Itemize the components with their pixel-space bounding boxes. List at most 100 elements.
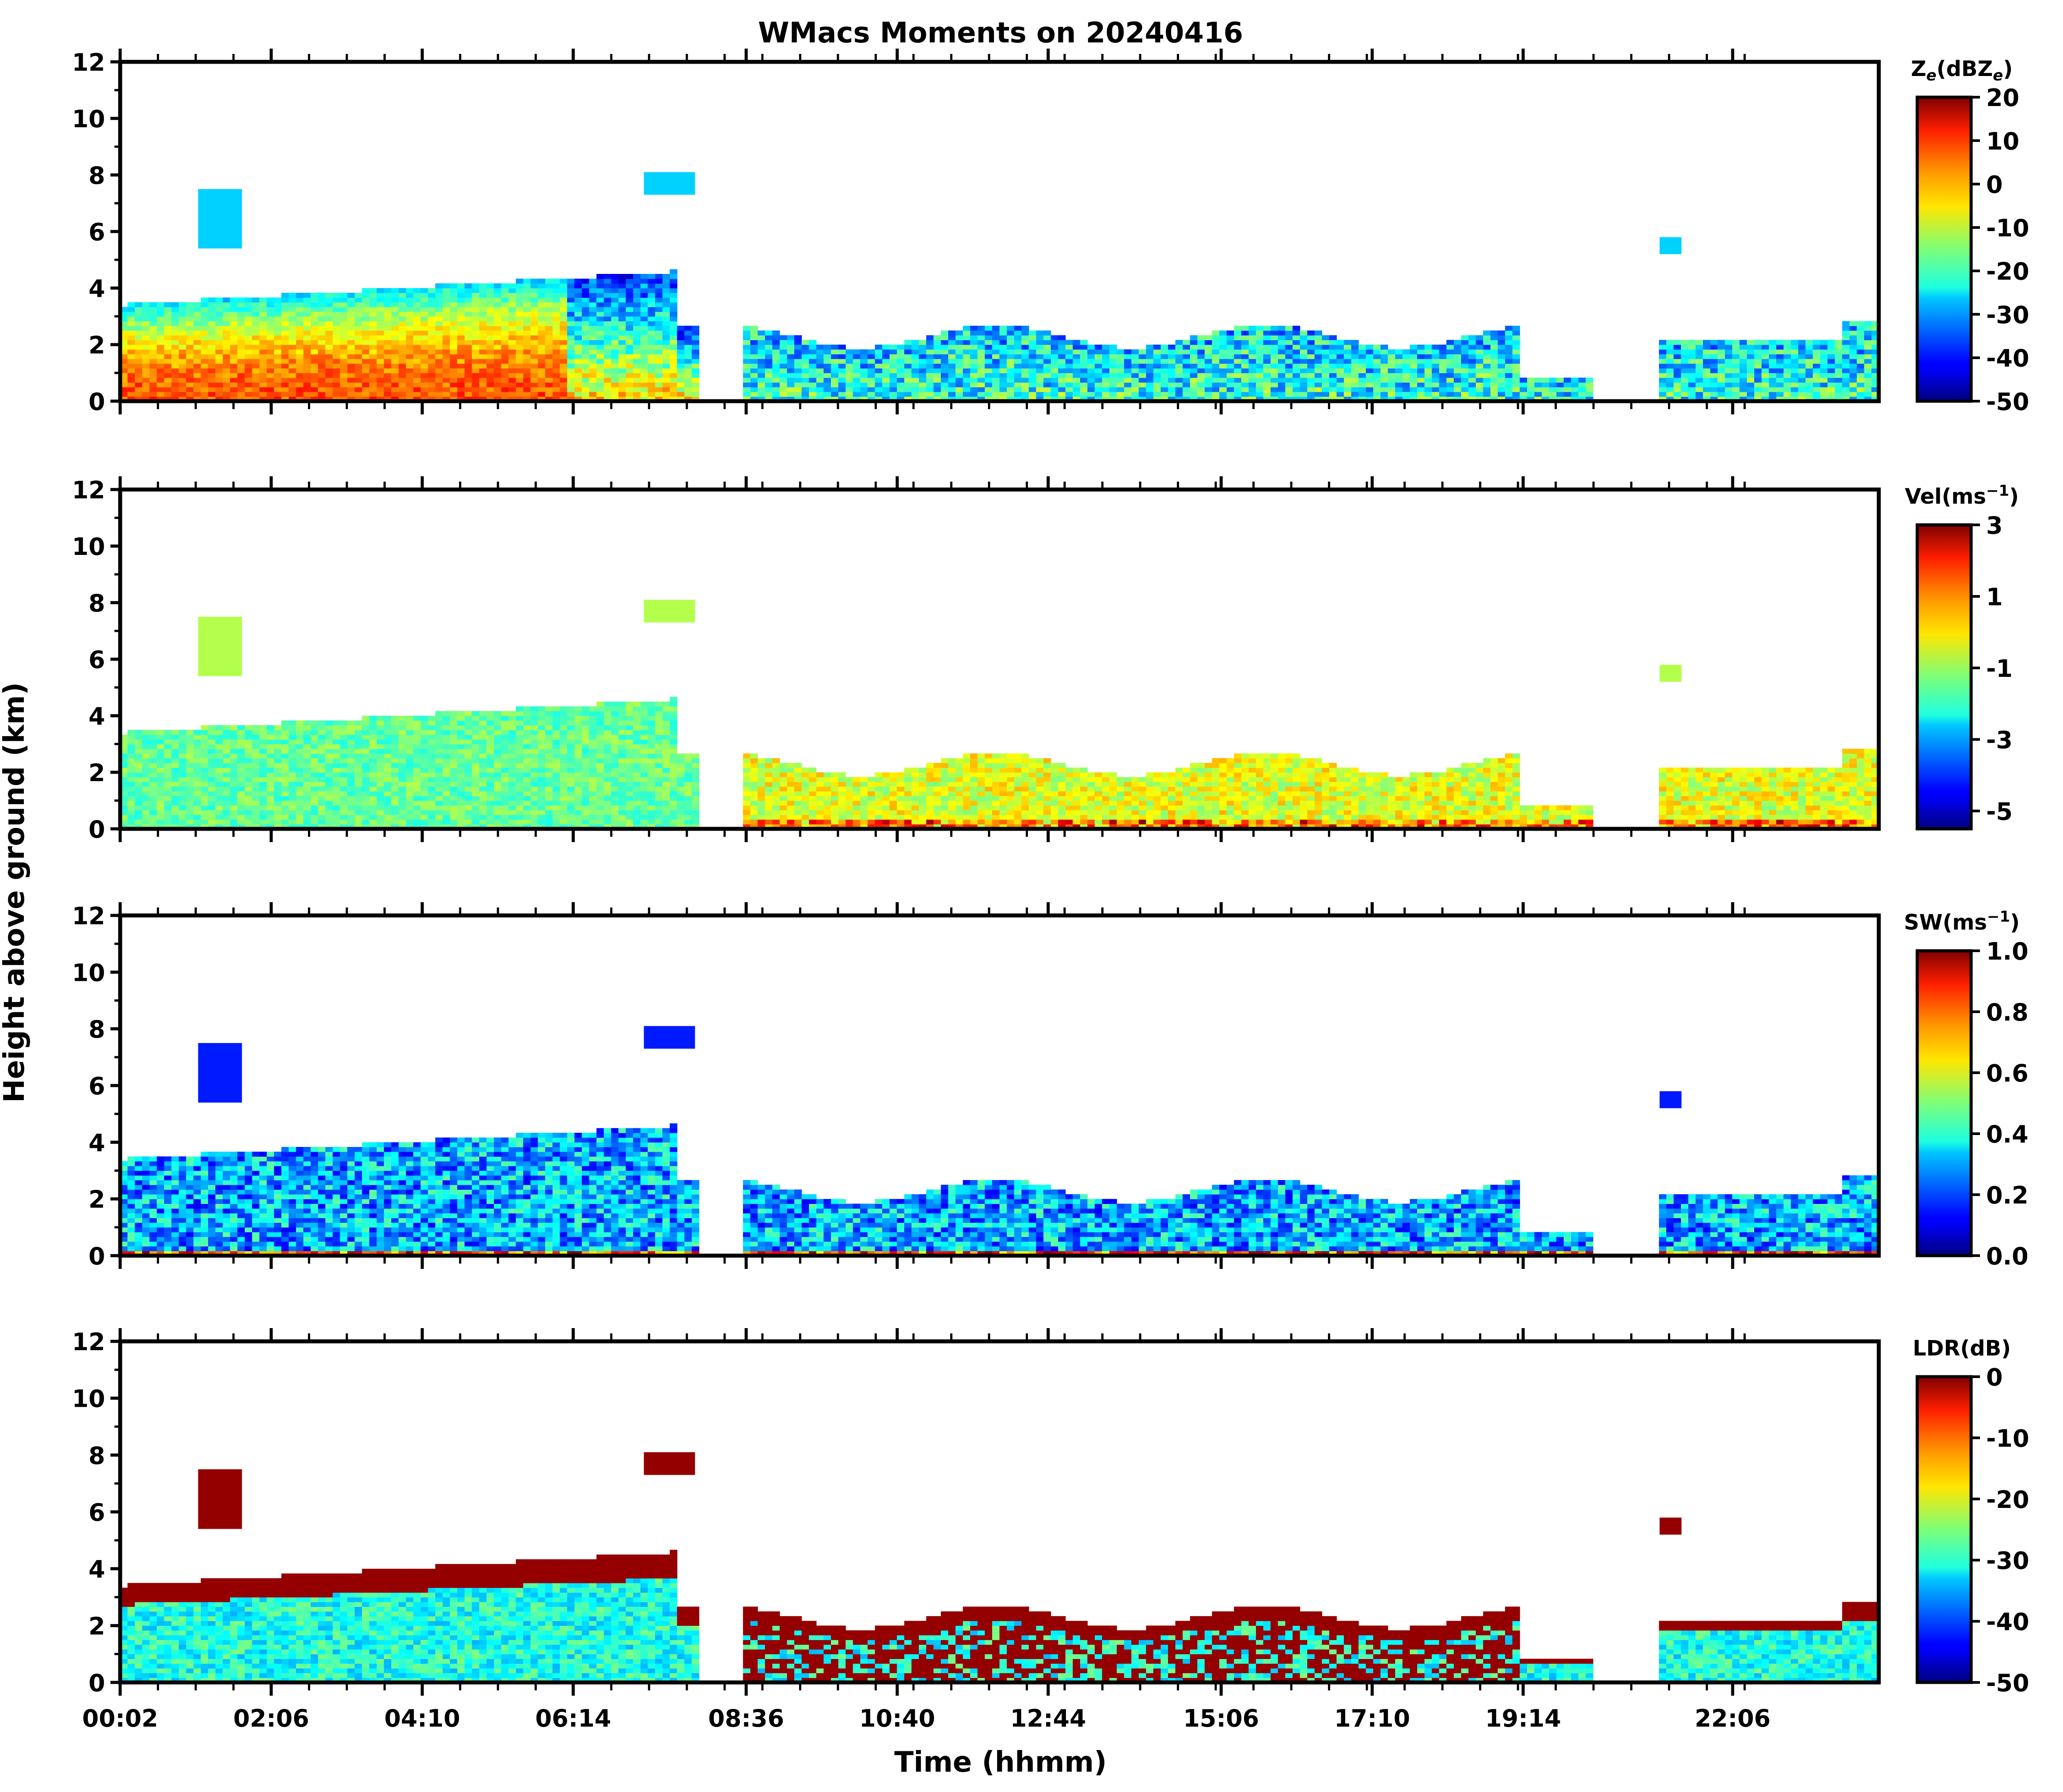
heatmap-cell bbox=[149, 805, 157, 810]
heatmap-cell bbox=[574, 345, 582, 350]
heatmap-cell bbox=[171, 782, 179, 787]
heatmap-cell bbox=[1248, 368, 1256, 373]
heatmap-cell bbox=[479, 391, 487, 397]
heatmap-cell bbox=[391, 777, 399, 782]
heatmap-cell bbox=[1080, 377, 1088, 383]
heatmap-cell bbox=[237, 744, 245, 749]
heatmap-cell bbox=[398, 368, 406, 373]
heatmap-cell bbox=[1109, 373, 1117, 378]
heatmap-cell bbox=[618, 311, 626, 317]
heatmap-cell bbox=[508, 349, 516, 354]
heatmap-cell bbox=[853, 368, 861, 373]
heatmap-cell bbox=[816, 349, 824, 354]
heatmap-cell bbox=[860, 363, 868, 368]
heatmap-cell bbox=[135, 373, 143, 378]
heatmap-cell bbox=[135, 307, 143, 312]
heatmap-cell bbox=[574, 368, 582, 373]
heatmap-cell bbox=[120, 815, 128, 820]
heatmap-cell bbox=[1835, 373, 1843, 378]
y-axis-label: Height above ground (km) bbox=[0, 682, 31, 1103]
heatmap-cell bbox=[1432, 363, 1440, 368]
heatmap-cell bbox=[1190, 359, 1198, 364]
heatmap-cell bbox=[1329, 363, 1337, 368]
heatmap-cell bbox=[127, 801, 135, 806]
heatmap-cell bbox=[603, 278, 611, 284]
heatmap-cell bbox=[1138, 396, 1146, 402]
heatmap-cell bbox=[1021, 345, 1029, 350]
heatmap-cell bbox=[259, 382, 267, 387]
heatmap-cell bbox=[963, 349, 971, 354]
heatmap-cell bbox=[369, 815, 377, 820]
heatmap-cell bbox=[626, 391, 633, 397]
heatmap-cell bbox=[545, 373, 553, 378]
heatmap-cell bbox=[245, 786, 253, 792]
heatmap-cell bbox=[1322, 340, 1330, 345]
heatmap-cell bbox=[1285, 326, 1293, 331]
heatmap-cell bbox=[1109, 345, 1117, 350]
heatmap-cell bbox=[186, 359, 194, 364]
heatmap-cell bbox=[398, 805, 406, 810]
heatmap-cell bbox=[252, 763, 260, 768]
heatmap-cell bbox=[1021, 363, 1029, 368]
heatmap-cell bbox=[501, 316, 509, 322]
heatmap-cell bbox=[611, 278, 619, 284]
heatmap-cell bbox=[1300, 335, 1308, 340]
heatmap-cell bbox=[1219, 377, 1227, 383]
heatmap-cell bbox=[1842, 340, 1850, 345]
heatmap-cell bbox=[1453, 387, 1462, 392]
heatmap-cell bbox=[611, 302, 619, 308]
heatmap-cell bbox=[1790, 377, 1799, 383]
heatmap-cell bbox=[860, 387, 868, 392]
heatmap-cell bbox=[1710, 396, 1718, 402]
heatmap-cell bbox=[486, 345, 494, 350]
heatmap-cell bbox=[450, 763, 458, 768]
heatmap-cell bbox=[1095, 359, 1103, 364]
heatmap-cell bbox=[259, 321, 267, 326]
heatmap-cell bbox=[384, 316, 392, 322]
heatmap-cell bbox=[120, 368, 128, 373]
heatmap-cell bbox=[1439, 373, 1447, 378]
heatmap-cell bbox=[1278, 326, 1286, 331]
heatmap-cell bbox=[325, 382, 333, 387]
heatmap-cell bbox=[1490, 345, 1498, 350]
heatmap-cell bbox=[1754, 340, 1762, 345]
heatmap-cell bbox=[171, 805, 179, 810]
heatmap-cell bbox=[208, 311, 216, 317]
heatmap-cell bbox=[1365, 368, 1374, 373]
heatmap-cell bbox=[582, 335, 590, 340]
heatmap-cell bbox=[428, 763, 436, 768]
heatmap-cell bbox=[362, 363, 370, 368]
heatmap-cell bbox=[1857, 377, 1865, 383]
heatmap-cell bbox=[303, 354, 311, 359]
heatmap-cell bbox=[655, 359, 663, 364]
heatmap-cell bbox=[992, 377, 1000, 383]
heatmap-cell bbox=[223, 763, 231, 768]
heatmap-cell bbox=[384, 744, 392, 749]
heatmap-cell bbox=[340, 345, 348, 350]
heatmap-cell bbox=[494, 387, 502, 392]
heatmap-cell bbox=[318, 758, 326, 763]
heatmap-cell bbox=[413, 791, 421, 796]
heatmap-cell bbox=[237, 307, 245, 312]
heatmap-cell bbox=[1197, 363, 1205, 368]
heatmap-cell bbox=[340, 824, 348, 829]
heatmap-cell bbox=[149, 316, 157, 322]
heatmap-cell bbox=[985, 377, 993, 383]
heatmap-cell bbox=[1351, 391, 1359, 397]
heatmap-cell bbox=[457, 753, 465, 759]
heatmap-cell bbox=[237, 767, 245, 773]
heatmap-cell bbox=[1446, 377, 1454, 383]
heatmap-cell bbox=[882, 391, 890, 397]
heatmap-cell bbox=[1314, 349, 1322, 354]
heatmap-cell bbox=[1754, 373, 1762, 378]
heatmap-cell bbox=[347, 302, 355, 308]
heatmap-cell bbox=[325, 311, 333, 317]
heatmap-cell bbox=[340, 767, 348, 773]
heatmap-cell bbox=[516, 396, 523, 402]
heatmap-cell bbox=[354, 815, 362, 820]
heatmap-cell bbox=[1190, 349, 1198, 354]
heatmap-cell bbox=[391, 307, 399, 312]
heatmap-cell bbox=[259, 359, 267, 364]
heatmap-cell bbox=[318, 801, 326, 806]
heatmap-cell bbox=[523, 330, 531, 336]
